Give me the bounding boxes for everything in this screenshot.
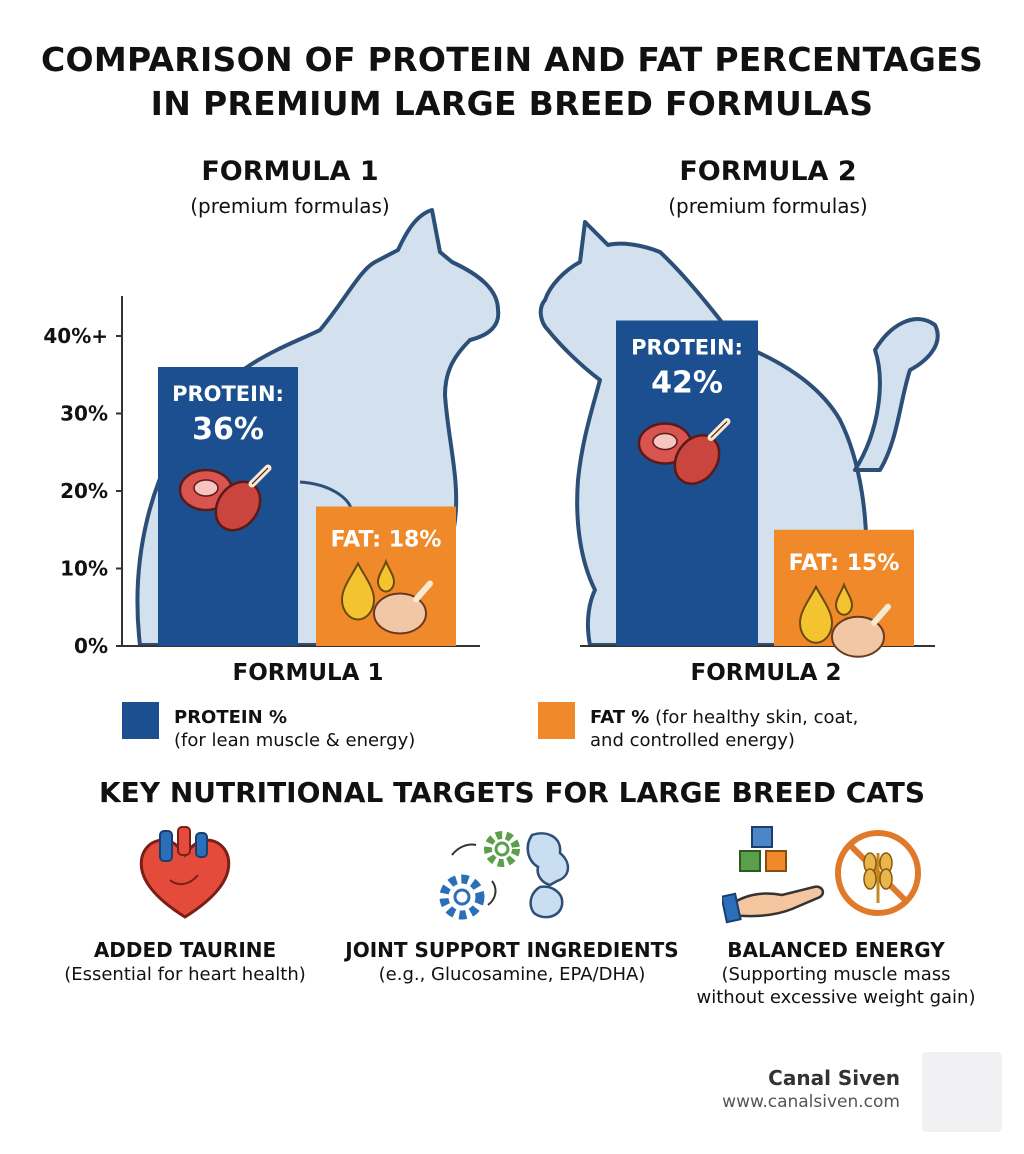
chart-2-subtitle: (premium formulas) <box>668 194 868 218</box>
legend-fat-desc-1: (for healthy skin, coat, <box>649 707 859 728</box>
legend-protein-title: PROTEIN % <box>174 707 287 728</box>
y-tick-label-4: 40%+ <box>43 324 108 348</box>
y-tick-label-2: 20% <box>60 479 108 503</box>
brand-logo <box>922 1052 1002 1132</box>
target-energy-title: BALANCED ENERGY <box>727 938 945 962</box>
balance-no-grain-icon <box>722 826 921 924</box>
legend-protein-desc: (for lean muscle & energy) <box>174 730 416 751</box>
chart-1-title: FORMULA 1 <box>201 156 379 187</box>
protein-value-2: 42% <box>651 366 723 401</box>
heart-icon <box>139 826 231 919</box>
target-joint-desc: (e.g., Glucosamine, EPA/DHA) <box>378 964 646 985</box>
brand-name: Canal Siven <box>768 1066 900 1090</box>
fat-label-1: FAT: 18% <box>331 528 442 553</box>
legend-swatch-protein <box>122 702 159 739</box>
target-taurine-title: ADDED TAURINE <box>93 938 277 962</box>
target-joint: JOINT SUPPORT INGREDIENTS (e.g., Glucosa… <box>342 937 682 986</box>
oil-chicken-icon-2 <box>798 581 891 658</box>
legend-swatch-fat <box>538 702 575 739</box>
target-energy-desc-1: (Supporting muscle mass <box>721 964 951 985</box>
gears-joint-icon <box>439 831 570 920</box>
legend-protein: PROTEIN % (for lean muscle & energy) <box>174 706 415 752</box>
target-taurine-desc: (Essential for heart health) <box>64 964 306 985</box>
target-energy: BALANCED ENERGY (Supporting muscle mass … <box>666 937 1006 1009</box>
chart-2-title: FORMULA 2 <box>679 156 857 187</box>
x-category-formula-1: FORMULA 1 <box>232 660 384 686</box>
brand-url[interactable]: www.canalsiven.com <box>722 1092 900 1112</box>
x-category-formula-2: FORMULA 2 <box>690 660 842 686</box>
protein-label-1: PROTEIN: <box>172 382 284 406</box>
targets-heading: KEY NUTRITIONAL TARGETS FOR LARGE BREED … <box>98 776 925 809</box>
title-line-1: COMPARISON OF PROTEIN AND FAT PERCENTAGE… <box>40 40 984 79</box>
oil-chicken-icon-1 <box>340 558 433 635</box>
protein-value-1: 36% <box>192 412 264 447</box>
target-energy-desc-2: without excessive weight gain) <box>696 987 976 1008</box>
meat-icon-2 <box>637 418 731 485</box>
target-taurine: ADDED TAURINE (Essential for heart healt… <box>15 937 355 986</box>
bar-chart-area: 0% 10% 20% 30% 40%+ PROTEIN: 36% FAT: 18% PROTE… <box>43 208 940 658</box>
protein-label-2: PROTEIN: <box>631 336 743 360</box>
target-joint-title: JOINT SUPPORT INGREDIENTS <box>345 938 679 962</box>
title-line-2: IN PREMIUM LARGE BREED FORMULAS <box>150 84 874 123</box>
chart-1-subtitle: (premium formulas) <box>190 194 390 218</box>
chart-2-header: FORMULA 2 (premium formulas) <box>618 155 918 219</box>
brand: Canal Siven www.canalsiven.com <box>722 1066 900 1112</box>
y-tick-label-3: 30% <box>60 402 108 426</box>
y-tick-label-1: 10% <box>60 557 108 581</box>
legend-fat: FAT % (for healthy skin, coat, and contr… <box>590 706 858 752</box>
meat-icon-1 <box>178 464 272 532</box>
legend-fat-title: FAT % <box>590 707 650 728</box>
chart-title: COMPARISON OF PROTEIN AND FAT PERCENTAGE… <box>0 38 1024 126</box>
y-tick-label-0: 0% <box>74 634 108 658</box>
fat-label-2: FAT: 15% <box>789 551 900 576</box>
legend-fat-desc-2: and controlled energy) <box>590 730 795 751</box>
chart-1-header: FORMULA 1 (premium formulas) <box>140 155 440 219</box>
